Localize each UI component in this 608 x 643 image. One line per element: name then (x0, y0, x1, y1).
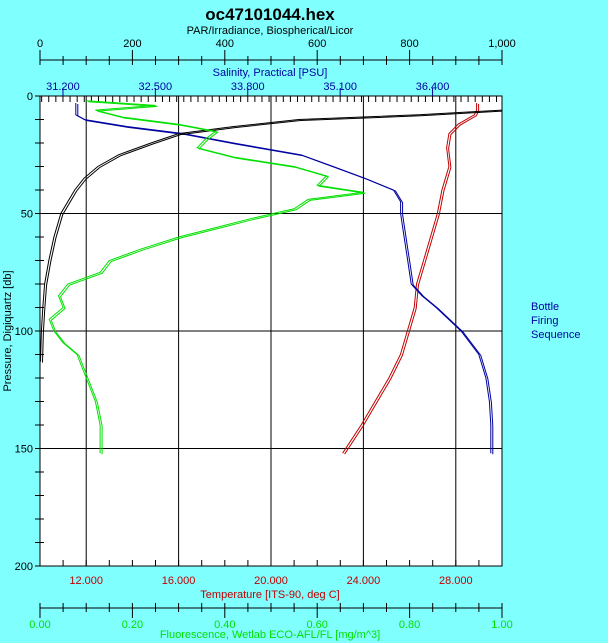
fluorescence-tick-label: 0.60 (306, 619, 327, 631)
salinity-tick-label: 31.200 (46, 81, 80, 93)
temperature-profile-line (344, 104, 480, 455)
par-tick-label: 600 (308, 38, 326, 50)
salinity-axis-label: Salinity, Practical [PSU] (213, 67, 328, 79)
salinity-profile-line (75, 103, 492, 454)
temperature-tick-label: 16.000 (162, 575, 196, 587)
par-profile-line (42, 110, 503, 363)
temperature-axis-label: Temperature [ITS-90, deg C] (200, 589, 339, 601)
temperature-tick-label: 24.000 (347, 575, 381, 587)
salinity-tick-label: 32.500 (139, 81, 173, 93)
salinity-tick-label: 33.800 (231, 81, 265, 93)
salinity-tick-label: 35.100 (323, 81, 357, 93)
fluorescence-tick-label: 0.20 (122, 619, 143, 631)
par-tick-label: 1,000 (488, 38, 516, 50)
par-tick-label: 0 (37, 38, 43, 50)
pressure-axis-label: Pressure, Digiquartz [db] (2, 270, 14, 391)
legend-line-2: Firing (531, 315, 559, 327)
salinity-profile-line (77, 104, 494, 455)
y-tick-label: 100 (15, 326, 33, 338)
fluorescence-tick-label: 0.00 (29, 619, 50, 631)
salinity-tick-label: 36.400 (416, 81, 450, 93)
fluorescence-tick-label: 0.80 (399, 619, 420, 631)
fluorescence-profile-line (50, 101, 366, 455)
par-tick-label: 200 (123, 38, 141, 50)
temperature-tick-label: 28.000 (439, 575, 473, 587)
fluorescence-tick-label: 1.00 (491, 619, 512, 631)
par-profile-line (40, 109, 503, 362)
temperature-tick-label: 20.000 (254, 575, 288, 587)
par-tick-label: 400 (216, 38, 234, 50)
y-tick-label: 50 (21, 209, 33, 221)
temperature-profile-line (342, 103, 478, 454)
chart-title: oc47101044.hex (205, 5, 335, 24)
y-tick-label: 200 (15, 561, 33, 573)
y-tick-label: 0 (27, 91, 33, 103)
temperature-tick-label: 12.000 (69, 575, 103, 587)
y-tick-label: 150 (15, 444, 33, 456)
fluorescence-tick-label: 0.40 (214, 619, 235, 631)
fluorescence-axis-label: Fluorescence, Wetlab ECO-AFL/FL [mg/m^3] (160, 629, 380, 641)
par-tick-label: 800 (400, 38, 418, 50)
legend-line-3: Sequence (531, 329, 581, 341)
par-axis-label: PAR/Irradiance, Biospherical/Licor (187, 25, 354, 37)
fluorescence-profile-line (48, 100, 364, 454)
legend-line-1: Bottle (531, 301, 559, 313)
